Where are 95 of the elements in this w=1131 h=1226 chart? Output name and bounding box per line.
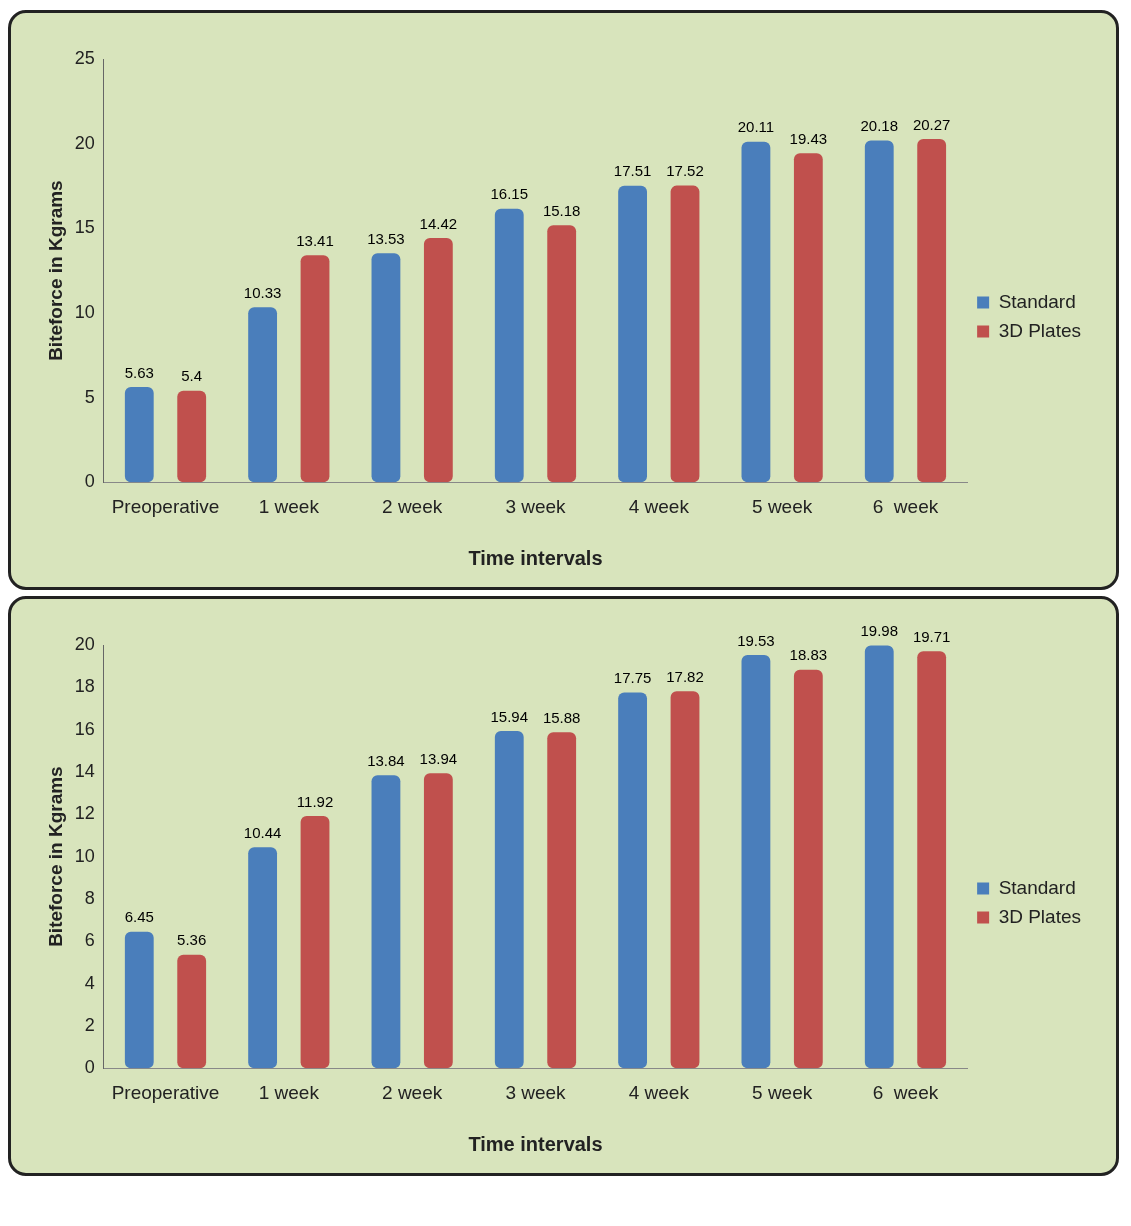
y-axis-title: Biteforce in Kgrams xyxy=(44,180,66,361)
bar xyxy=(124,931,154,1069)
x-tick-label: 3 week xyxy=(505,495,567,517)
y-tick-label: 10 xyxy=(74,301,95,322)
bar xyxy=(618,185,648,483)
y-tick-label: 0 xyxy=(84,471,95,492)
bar xyxy=(248,307,278,483)
x-axis-title: Time intervals xyxy=(468,546,603,569)
bar xyxy=(124,386,154,483)
y-tick-label: 16 xyxy=(74,718,95,739)
x-tick-label: 1 week xyxy=(258,495,320,517)
bar xyxy=(423,238,453,483)
data-label: 13.84 xyxy=(367,751,405,769)
y-tick-label: 20 xyxy=(74,633,95,654)
x-tick-label: Preoperative xyxy=(111,1081,220,1103)
y-tick-label: 2 xyxy=(84,1014,95,1035)
data-label: 19.53 xyxy=(737,631,775,649)
bar xyxy=(670,691,700,1069)
data-label: 16.15 xyxy=(490,185,529,203)
data-label: 19.43 xyxy=(789,129,828,147)
data-label: 13.41 xyxy=(296,231,334,249)
bar xyxy=(618,692,648,1069)
data-label: 6.45 xyxy=(124,908,154,926)
y-tick-label: 12 xyxy=(74,803,95,824)
bar xyxy=(741,654,771,1069)
bar xyxy=(371,253,401,483)
x-tick-label: 5 week xyxy=(752,1081,813,1103)
y-tick-label: 15 xyxy=(74,217,95,238)
bar xyxy=(793,153,823,483)
bar xyxy=(371,775,401,1069)
y-tick-label: 4 xyxy=(84,972,95,993)
x-tick-label: 6 week xyxy=(872,1081,939,1103)
data-label: 13.94 xyxy=(419,749,458,767)
legend-label: Standard xyxy=(998,876,1076,898)
y-tick-label: 18 xyxy=(74,676,95,697)
data-label: 10.33 xyxy=(243,283,282,301)
data-label: 5.63 xyxy=(124,363,154,381)
data-label: 20.11 xyxy=(737,118,775,136)
x-tick-label: 1 week xyxy=(258,1081,320,1103)
y-tick-label: 20 xyxy=(74,132,95,153)
y-tick-label: 10 xyxy=(74,845,95,866)
bar xyxy=(177,954,207,1069)
legend-label: 3D Plates xyxy=(998,905,1081,927)
legend-label: 3D Plates xyxy=(998,319,1081,341)
bar xyxy=(494,730,524,1069)
data-label: 17.82 xyxy=(666,667,704,685)
bar xyxy=(864,645,894,1069)
x-tick-label: 4 week xyxy=(628,1081,690,1103)
bar xyxy=(494,208,524,483)
bar xyxy=(547,225,577,483)
x-tick-label: 6 week xyxy=(872,495,939,517)
bar xyxy=(423,773,453,1069)
data-label: 15.88 xyxy=(542,708,581,726)
bar xyxy=(547,732,577,1069)
bar xyxy=(917,139,947,483)
data-label: 17.75 xyxy=(613,669,652,687)
y-axis-title: Biteforce in Kgrams xyxy=(44,766,66,947)
legend-label: Standard xyxy=(998,290,1076,312)
bar xyxy=(248,847,278,1069)
bar xyxy=(177,390,207,483)
data-label: 20.27 xyxy=(912,115,951,133)
x-tick-label: 3 week xyxy=(505,1081,567,1103)
data-label: 17.51 xyxy=(613,162,652,180)
x-tick-label: 2 week xyxy=(382,1081,443,1103)
y-tick-label: 8 xyxy=(84,887,95,908)
data-label: 11.92 xyxy=(296,792,334,810)
y-tick-label: 5 xyxy=(84,386,95,407)
y-tick-label: 14 xyxy=(74,760,95,781)
data-label: 15.18 xyxy=(542,201,581,219)
bar xyxy=(917,651,947,1069)
data-label: 17.52 xyxy=(666,162,704,180)
x-tick-label: 4 week xyxy=(628,495,690,517)
data-label: 13.53 xyxy=(367,229,405,247)
bar xyxy=(670,185,700,483)
bar xyxy=(864,140,894,483)
bar xyxy=(300,255,330,483)
data-label: 19.71 xyxy=(912,627,951,645)
x-tick-label: Preoperative xyxy=(111,495,220,517)
y-tick-label: 6 xyxy=(84,930,95,951)
data-label: 18.83 xyxy=(789,646,828,664)
data-label: 20.18 xyxy=(860,117,899,135)
data-label: 5.36 xyxy=(177,931,207,949)
x-tick-label: 5 week xyxy=(752,495,813,517)
x-axis-title: Time intervals xyxy=(468,1132,603,1155)
y-tick-label: 0 xyxy=(84,1057,95,1078)
x-tick-label: 2 week xyxy=(382,495,443,517)
bar xyxy=(300,815,330,1069)
data-label: 19.98 xyxy=(860,622,899,640)
data-label: 5.4 xyxy=(181,367,203,385)
data-label: 15.94 xyxy=(490,707,529,725)
bar xyxy=(741,141,771,483)
bar xyxy=(793,669,823,1069)
y-tick-label: 25 xyxy=(74,47,95,68)
data-label: 14.42 xyxy=(419,214,458,232)
data-label: 10.44 xyxy=(243,823,282,841)
